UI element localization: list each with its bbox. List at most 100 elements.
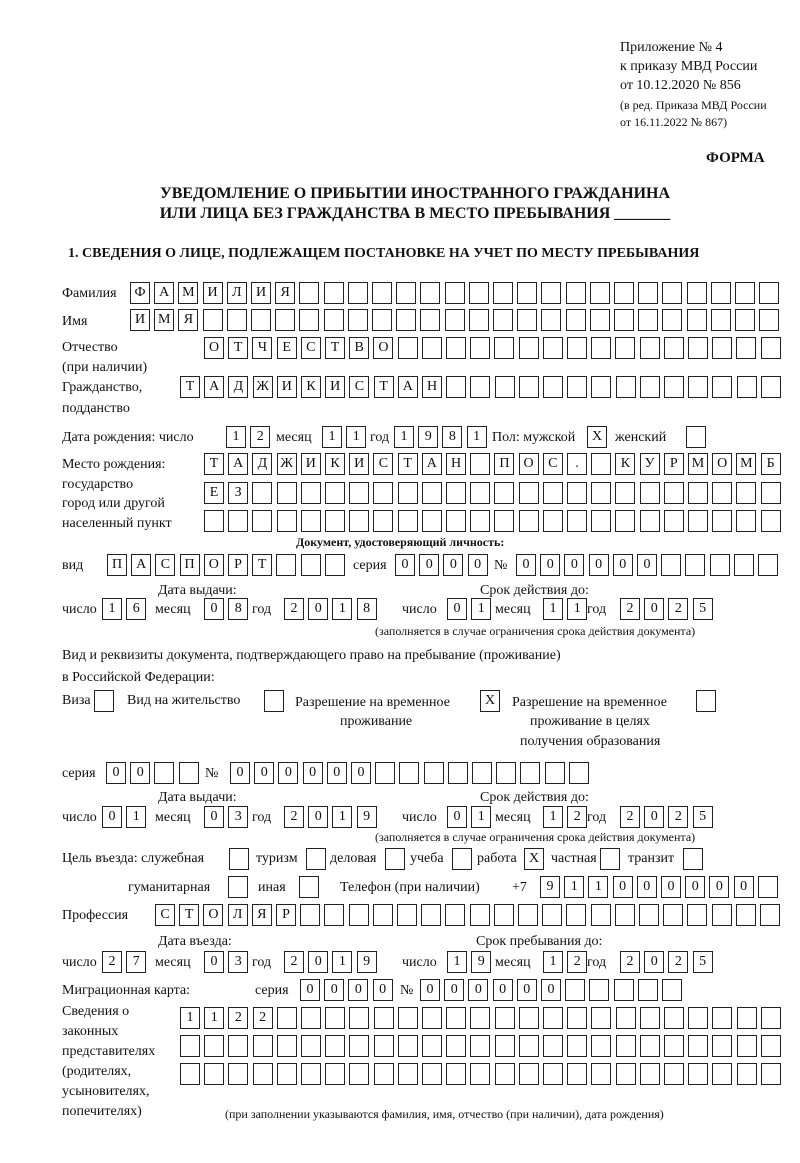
right-valid-year-cell[interactable]: 2 [668,806,689,828]
reps-line1-cell[interactable] [639,1007,660,1029]
right-number-cell[interactable]: 0 [351,762,371,784]
id-issue-year-cell[interactable]: 8 [356,598,377,620]
birthplace-line3-cell[interactable] [688,510,708,532]
profession-cell[interactable] [760,904,780,926]
birthplace-line2-cell[interactable] [688,482,708,504]
patronymic-cell[interactable] [688,337,708,359]
right-number-cell[interactable] [375,762,396,784]
mc-number-cell[interactable] [613,979,634,1001]
surname-cell[interactable] [347,282,368,304]
name-cell[interactable] [686,309,707,331]
entry-day-cell[interactable]: 7 [126,951,147,973]
citizenship-cell[interactable] [639,376,660,398]
purpose-official-cell[interactable] [229,848,249,870]
birthplace-line3-cell[interactable] [397,510,418,532]
citizenship-cell[interactable]: И [325,376,346,398]
id-series-cell[interactable]: 0 [419,554,440,576]
id-number-cell[interactable]: 0 [637,554,657,576]
surname-cell[interactable] [589,282,610,304]
reps-line2-cell[interactable] [688,1035,709,1057]
name-cell[interactable] [275,309,296,331]
profession-cell[interactable]: Р [276,904,296,926]
id-kind-cell[interactable]: С [155,554,176,576]
reps-line1-cell[interactable] [688,1007,709,1029]
reps-line2-cell[interactable] [543,1035,563,1057]
id-kind-cell[interactable]: Р [228,554,248,576]
reps-line2-cell[interactable] [397,1035,418,1057]
surname-cell[interactable] [541,282,562,304]
surname-cell[interactable] [686,282,707,304]
reps-line3-cell[interactable] [422,1063,442,1085]
reps-line2-cell[interactable] [494,1035,515,1057]
birthplace-line3-cell[interactable] [325,510,345,532]
right-number-cell[interactable]: 0 [254,762,275,784]
patronymic-cell[interactable] [518,337,539,359]
birthplace-line1-cell[interactable]: Р [663,453,684,475]
reps-line2-cell[interactable] [301,1035,321,1057]
reps-line3-cell[interactable] [518,1063,539,1085]
mc-number-cell[interactable]: 0 [492,979,513,1001]
surname-cell[interactable] [493,282,513,304]
right-issue-month-cell[interactable]: 0 [204,806,224,828]
right-number-cell[interactable]: 0 [326,762,347,784]
birthplace-line2-cell[interactable] [712,482,733,504]
profession-cell[interactable]: Л [227,904,248,926]
entry-month-cell[interactable]: 3 [228,951,249,973]
right-valid-month-cell[interactable]: 1 [543,806,563,828]
profession-cell[interactable] [542,904,563,926]
id-kind-cell[interactable]: О [203,554,224,576]
reps-line1-cell[interactable] [397,1007,418,1029]
reps-line3-cell[interactable] [252,1063,273,1085]
right-valid-year-cell[interactable]: 5 [692,806,713,828]
birthplace-line3-cell[interactable] [300,510,321,532]
birthplace-line1-cell[interactable]: О [518,453,539,475]
citizenship-cell[interactable] [591,376,612,398]
id-kind-cell[interactable] [276,554,297,576]
profession-cell[interactable] [372,904,393,926]
birthplace-line1-cell[interactable]: С [542,453,563,475]
purpose-transit-cell[interactable] [683,848,703,870]
birthplace-line1-cell[interactable]: О [712,453,733,475]
mc-number-cell[interactable]: 0 [444,979,465,1001]
reps-line2-cell[interactable] [180,1035,200,1057]
patronymic-cell[interactable]: Т [228,337,249,359]
reps-line3-cell[interactable] [736,1063,757,1085]
profession-cell[interactable] [445,904,466,926]
birthplace-line3-cell[interactable] [615,510,636,532]
sex-female-cell[interactable] [686,426,706,448]
entry-day-cell[interactable]: 2 [102,951,122,973]
profession-cell[interactable] [663,904,684,926]
profession-cell[interactable] [590,904,611,926]
profession-cell[interactable] [469,904,490,926]
birthplace-line2-cell[interactable] [397,482,418,504]
id-valid-month-cell[interactable]: 1 [567,598,588,620]
reps-line1-cell[interactable] [567,1007,588,1029]
purpose-business-cell[interactable] [385,848,405,870]
surname-cell[interactable] [468,282,489,304]
id-series-cell[interactable]: 0 [443,554,464,576]
citizenship-cell[interactable] [567,376,588,398]
temp-residence-permit-cell[interactable]: X [480,690,500,712]
purpose-tourism-cell[interactable] [306,848,326,870]
birthplace-line3-cell[interactable] [470,510,491,532]
mc-series-cell[interactable]: 0 [324,979,345,1001]
birthplace-line1-cell[interactable]: Д [252,453,273,475]
birthplace-line1-cell[interactable]: С [373,453,394,475]
stay-year-cell[interactable]: 2 [668,951,689,973]
name-cell[interactable] [347,309,368,331]
reps-line3-cell[interactable] [567,1063,588,1085]
mc-number-cell[interactable]: 0 [541,979,561,1001]
citizenship-cell[interactable] [736,376,757,398]
citizenship-cell[interactable] [494,376,515,398]
reps-line1-cell[interactable] [349,1007,370,1029]
id-number-cell[interactable]: 0 [564,554,585,576]
reps-line1-cell[interactable] [712,1007,733,1029]
mc-series-cell[interactable]: 0 [348,979,369,1001]
right-issue-day-cell[interactable]: 0 [102,806,122,828]
right-series-cell[interactable]: 0 [130,762,151,784]
birthplace-line2-cell[interactable] [470,482,491,504]
surname-cell[interactable] [517,282,538,304]
surname-cell[interactable]: Ф [130,282,150,304]
surname-cell[interactable] [614,282,634,304]
id-kind-cell[interactable]: П [107,554,127,576]
